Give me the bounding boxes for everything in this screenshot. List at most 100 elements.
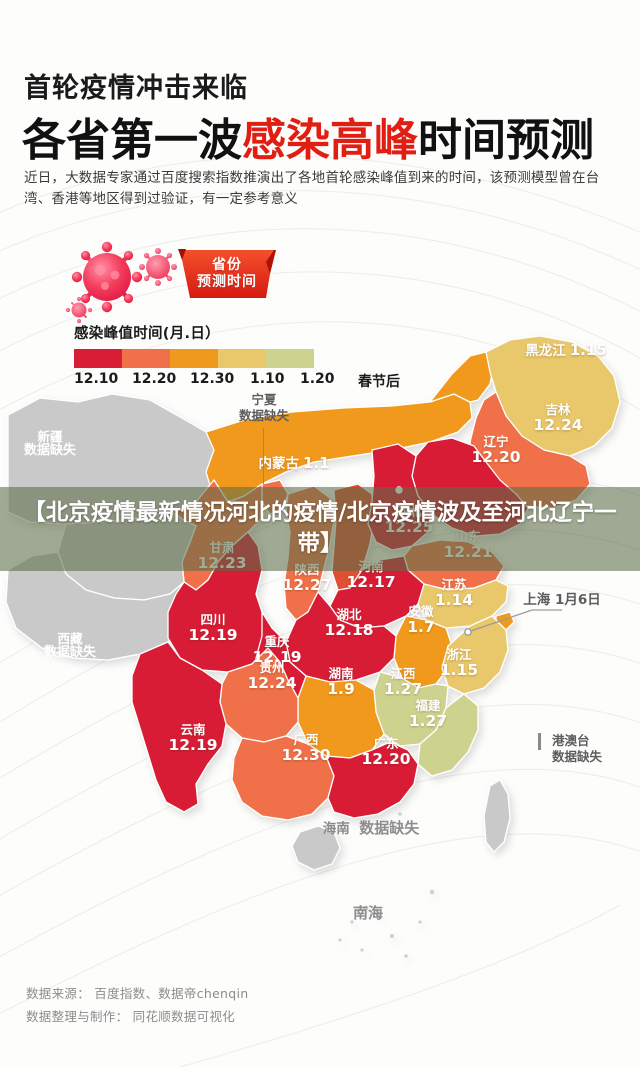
legend-tick-labels: 12.10 12.20 12.30 1.10 1.20 春节后: [74, 371, 400, 391]
label-value: 1.27: [383, 679, 423, 698]
watermark-overlay-band: 【北京疫情最新情况河北的疫情/北京疫情波及至河北辽宁一带】: [0, 487, 640, 571]
legend-swatch-2: [170, 349, 218, 368]
label-name: 广东: [373, 735, 399, 751]
legend-color-bar: [74, 349, 314, 368]
legend-tick-3: 1.10: [250, 371, 285, 387]
callout-gat-label: 数据缺失: [552, 749, 603, 764]
label-name: 广西: [293, 731, 319, 747]
label-name: 湖北: [336, 606, 362, 622]
footer-producer: 数据整理与制作： 同花顺数据可视化: [26, 1009, 236, 1024]
label-hainan: 海南 数据缺失: [323, 819, 420, 837]
label-福建: 福建 1.27: [409, 699, 447, 729]
header: 首轮疫情冲击来临 各省第一波感染高峰时间预测 近日，大数据专家通过百度搜索指数推…: [0, 0, 640, 207]
label-value: 1.27: [408, 711, 448, 730]
label-四川: 四川 12.19: [188, 613, 237, 643]
legend-tick-1: 12.20: [132, 371, 177, 387]
label-浙江: 浙江 1.15: [440, 648, 478, 678]
legend-tick-0: 12.10: [74, 371, 119, 387]
label-内蒙古: 内蒙古 1.1: [258, 454, 329, 472]
nodata-label: 数据缺失: [23, 442, 77, 458]
page-title: 各省第一波感染高峰时间预测: [22, 104, 594, 168]
subtitle-description: 近日，大数据专家通过百度搜索指数推演出了各地首轮感染峰值到来的时间，该预测模型曾…: [24, 170, 600, 207]
label-name: 浙江: [446, 646, 472, 662]
label-name: 江苏: [441, 576, 467, 592]
label-云南: 云南 12.19: [168, 723, 217, 753]
label-name: 安徽: [408, 603, 434, 619]
label-value: 12.19: [168, 735, 218, 754]
label-name: 重庆: [264, 633, 290, 649]
label-广东: 广东 12.20: [361, 737, 410, 767]
label-name: 江西: [390, 665, 416, 681]
gat-leader-line: [538, 733, 541, 750]
legend-tick-4: 1.20: [300, 371, 335, 387]
legend-tick-2: 12.30: [190, 371, 235, 387]
label-广西: 广西 12.30: [281, 733, 330, 763]
shanghai-leader-line: [464, 609, 562, 636]
legend-tick-5: 春节后: [358, 374, 400, 390]
ningxia-leader-line: [263, 428, 265, 484]
region-inner-mongolia-east: [429, 351, 495, 403]
label-贵州: 贵州 12.24: [247, 661, 296, 691]
callout-ningxia-label: 数据缺失: [238, 408, 290, 423]
label-value: 12.27: [282, 575, 332, 594]
label-south-china-sea: 南海: [353, 905, 383, 921]
label-nodata-西藏: 西藏 数据缺失: [44, 632, 96, 660]
callout-gat-name: 港澳台: [552, 733, 590, 748]
legend: 感染峰值时间(月.日） 12.10 12.20 12.30 1.10 1.20 春节后: [74, 322, 400, 391]
label-name: 内蒙古: [258, 456, 299, 473]
headline-part2: 时间预测: [418, 115, 594, 166]
legend-swatch-4: [266, 349, 314, 368]
nodata-name: 西藏: [57, 631, 83, 647]
label-湖南: 湖南 1.9: [327, 667, 354, 697]
label-name: 辽宁: [483, 433, 509, 449]
label-name: 湖南: [328, 665, 354, 681]
label-安徽: 安徽 1.7: [407, 605, 434, 635]
label-name: 福建: [415, 697, 441, 713]
region-taiwan: [483, 779, 511, 853]
label-辽宁: 辽宁 12.20: [471, 435, 520, 465]
label-name: 云南: [180, 721, 206, 737]
label-value: 12.20: [361, 749, 411, 768]
label-value: 12.30: [281, 745, 331, 764]
footer-source: 数据来源： 百度指数、数据帝chenqin: [26, 986, 249, 1001]
label-江西: 江西 1.27: [384, 667, 422, 697]
kicker-text: 首轮疫情冲击来临: [24, 73, 248, 104]
label-吉林: 吉林 12.24: [533, 403, 582, 433]
label-name: 四川: [200, 611, 226, 627]
legend-swatch-3: [218, 349, 266, 368]
label-value: 12.18: [324, 620, 374, 639]
label-黑龙江: 黑龙江 1.15: [525, 341, 607, 359]
sea-label-text: 南海: [352, 903, 384, 922]
virus-particle-medium: [139, 248, 177, 286]
label-value: 12.24: [247, 673, 297, 692]
label-name: 黑龙江: [525, 343, 566, 360]
label-hainan-value: 数据缺失: [359, 819, 420, 838]
footer: 数据来源： 百度指数、数据帝chenqin 数据整理与制作： 同花顺数据可视化: [26, 982, 249, 1028]
label-name: 吉林: [545, 401, 571, 417]
ribbon-line-2: 预测时间: [197, 274, 257, 290]
headline-part1: 各省第一波: [22, 115, 242, 166]
label-value: 12.20: [471, 447, 521, 466]
label-nodata-新疆: 新疆 数据缺失: [24, 430, 76, 458]
label-value: 1.1: [302, 454, 330, 473]
nodata-name: 新疆: [37, 429, 63, 445]
nodata-label: 数据缺失: [43, 644, 97, 660]
headline-highlight: 感染高峰: [242, 115, 418, 166]
label-value: 1.15: [439, 660, 479, 679]
prediction-ribbon-banner: 省份 预测时间: [178, 248, 276, 300]
label-hainan-name: 海南: [322, 821, 350, 838]
watermark-text: 【北京疫情最新情况河北的疫情/北京疫情波及至河北辽宁一带】: [23, 500, 617, 557]
callout-ningxia-name: 宁夏: [251, 392, 277, 407]
ribbon-line-1: 省份: [212, 257, 242, 273]
ribbon-text: 省份 预测时间: [178, 248, 276, 300]
legend-title: 感染峰值时间(月.日）: [74, 326, 220, 342]
virus-particle-large: [71, 241, 143, 313]
label-value: 12.19: [188, 625, 238, 644]
label-value: 12.24: [533, 415, 583, 434]
label-湖北: 湖北 12.18: [324, 608, 373, 638]
label-value: 1.7: [407, 617, 435, 636]
label-value: 1.9: [327, 679, 355, 698]
label-value: 1.15: [569, 341, 607, 360]
legend-swatch-0: [74, 349, 122, 368]
